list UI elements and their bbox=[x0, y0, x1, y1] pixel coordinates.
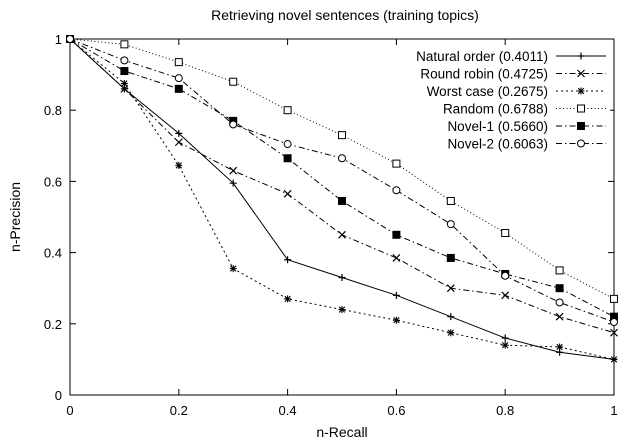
data-point bbox=[229, 77, 238, 86]
data-point bbox=[447, 313, 455, 321]
data-point bbox=[229, 179, 237, 187]
y-tick-label: 1 bbox=[55, 32, 62, 47]
data-point bbox=[229, 265, 237, 273]
data-point bbox=[392, 291, 400, 299]
data-point bbox=[446, 220, 455, 229]
data-point bbox=[175, 161, 183, 169]
data-point bbox=[175, 129, 183, 137]
legend-item: Round robin (0.4725) bbox=[370, 64, 610, 82]
data-point bbox=[501, 334, 509, 342]
y-tick-label: 0 bbox=[55, 388, 62, 403]
x-tick-label: 1 bbox=[610, 403, 617, 418]
chart-title: Retrieving novel sentences (training top… bbox=[211, 7, 479, 23]
data-point bbox=[120, 80, 128, 87]
legend-label: Natural order (0.4011) bbox=[416, 49, 548, 64]
x-tick-label: 0 bbox=[66, 403, 73, 418]
data-point bbox=[284, 256, 292, 264]
series-3 bbox=[66, 35, 618, 363]
data-point bbox=[392, 159, 401, 168]
data-point bbox=[555, 312, 564, 321]
data-point bbox=[556, 343, 564, 351]
data-point bbox=[338, 274, 346, 282]
data-point bbox=[447, 329, 455, 337]
data-point bbox=[610, 318, 618, 327]
data-point bbox=[610, 294, 618, 303]
legend-label: Novel-2 (0.6063) bbox=[447, 137, 548, 152]
data-point bbox=[338, 230, 346, 239]
data-point bbox=[120, 67, 129, 76]
legend-item: Random (0.6788) bbox=[370, 99, 610, 117]
data-point bbox=[501, 271, 510, 280]
series-line bbox=[69, 38, 615, 318]
legend: Natural order (0.4011) Round robin (0.472… bbox=[370, 47, 610, 152]
data-point bbox=[338, 131, 346, 140]
data-point bbox=[283, 140, 292, 149]
data-point bbox=[283, 106, 292, 115]
data-point bbox=[174, 74, 183, 83]
x-axis: 0 0.2 0.4 0.6 0.8 1 bbox=[66, 39, 618, 418]
data-point bbox=[284, 295, 292, 303]
legend-item: Novel-2 (0.6063) bbox=[370, 134, 610, 152]
legend-swatch-marker bbox=[577, 104, 585, 113]
data-point bbox=[555, 266, 564, 275]
data-point bbox=[66, 35, 74, 43]
x-tick-label: 0.4 bbox=[279, 403, 297, 418]
y-tick-label: 0.2 bbox=[44, 317, 62, 332]
legend-label: Worst case (0.2675) bbox=[427, 84, 548, 99]
x-tick-label: 0.8 bbox=[496, 403, 514, 418]
legend-item: Natural order (0.4011) bbox=[370, 47, 610, 64]
legend-label: Novel-1 (0.5660) bbox=[447, 119, 548, 134]
data-point bbox=[555, 298, 564, 307]
legend-swatch-marker bbox=[577, 52, 585, 60]
legend-swatch-marker bbox=[577, 87, 585, 95]
x-axis-label: n-Recall bbox=[316, 424, 367, 440]
data-point bbox=[610, 355, 618, 363]
plot-frame bbox=[69, 38, 615, 396]
data-point bbox=[501, 341, 509, 349]
data-point bbox=[174, 84, 183, 93]
y-tick-label: 0.4 bbox=[44, 246, 62, 261]
y-axis: 0 0.2 0.4 0.6 0.8 1 bbox=[44, 32, 614, 403]
data-point bbox=[120, 40, 129, 49]
data-point bbox=[229, 166, 238, 175]
x-tick-label: 0.6 bbox=[387, 403, 405, 418]
series-2 bbox=[66, 35, 618, 337]
data-point bbox=[555, 284, 564, 293]
series-layer bbox=[66, 35, 618, 363]
data-point bbox=[229, 120, 238, 129]
data-point bbox=[283, 154, 292, 163]
x-tick-label: 0.2 bbox=[170, 403, 188, 418]
data-point bbox=[610, 328, 618, 337]
y-axis-label: n-Precision bbox=[7, 182, 23, 252]
legend-swatch-marker bbox=[577, 122, 585, 130]
data-point bbox=[392, 186, 401, 195]
data-point bbox=[338, 154, 346, 163]
data-point bbox=[392, 254, 401, 262]
data-point bbox=[174, 138, 183, 147]
y-tick-label: 0.8 bbox=[44, 103, 62, 118]
data-point bbox=[174, 58, 183, 67]
data-point bbox=[283, 189, 292, 198]
data-point bbox=[446, 253, 455, 262]
legend-item: Worst case (0.2675) bbox=[370, 82, 610, 99]
legend-swatch-marker bbox=[577, 69, 585, 78]
data-point bbox=[338, 196, 346, 205]
data-point bbox=[446, 196, 455, 205]
legend-item: Novel-1 (0.5660) bbox=[370, 117, 610, 134]
data-point bbox=[501, 229, 510, 238]
data-point bbox=[392, 316, 400, 324]
legend-swatch-marker bbox=[577, 139, 585, 148]
series-line bbox=[69, 38, 615, 360]
data-point bbox=[338, 306, 346, 314]
data-point bbox=[120, 56, 129, 65]
y-tick-label: 0.6 bbox=[44, 174, 62, 189]
series-4 bbox=[66, 35, 618, 303]
data-point bbox=[446, 284, 455, 293]
legend-label: Round robin (0.4725) bbox=[420, 67, 548, 82]
legend-label: Random (0.6788) bbox=[443, 102, 548, 117]
data-point bbox=[392, 230, 401, 239]
series-6 bbox=[66, 35, 618, 327]
data-point bbox=[501, 291, 510, 300]
